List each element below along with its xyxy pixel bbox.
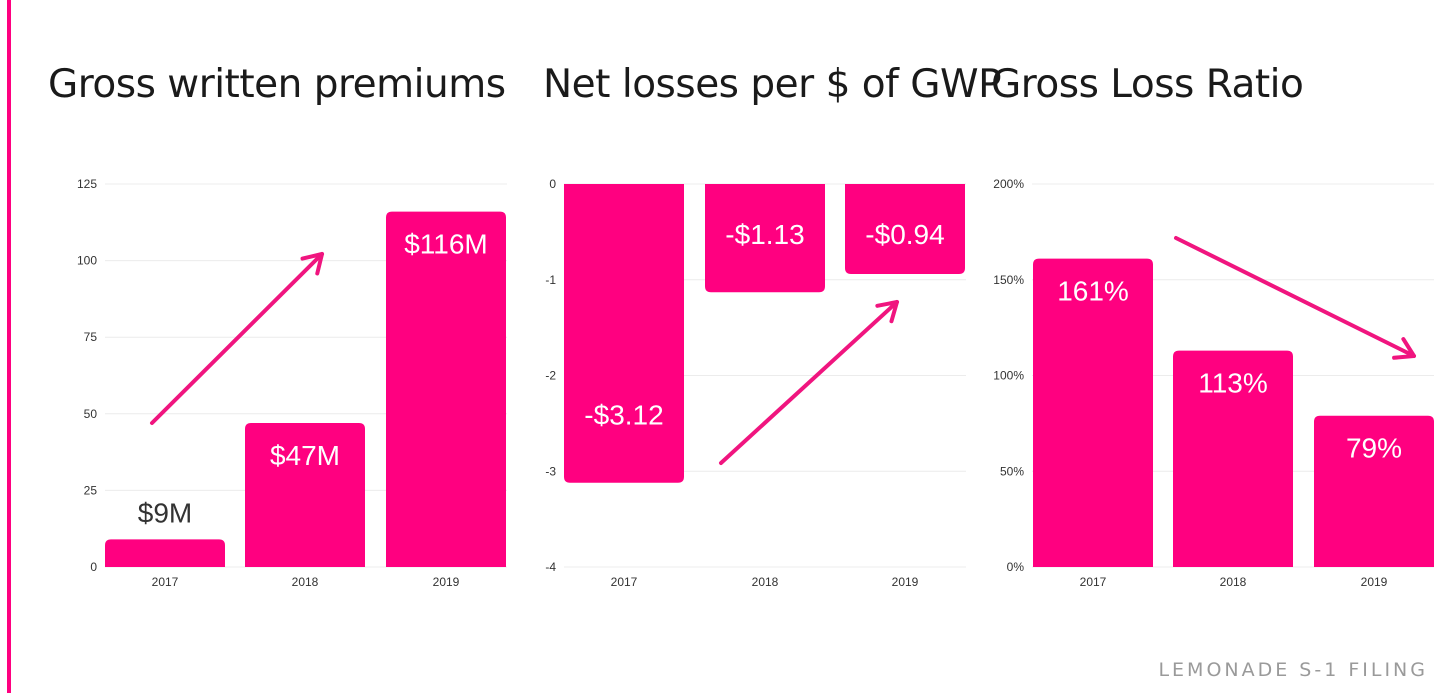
y-tick-label: 125 bbox=[77, 177, 97, 191]
data-label: 113% bbox=[1198, 368, 1268, 399]
footer-source: LEMONADE S-1 FILING bbox=[1158, 659, 1428, 681]
x-tick-label: 2017 bbox=[611, 575, 638, 589]
bar bbox=[105, 539, 225, 567]
y-tick-label: -4 bbox=[545, 560, 556, 574]
data-label: 161% bbox=[1057, 276, 1129, 307]
x-tick-label: 2017 bbox=[1080, 575, 1107, 589]
x-tick-label: 2019 bbox=[433, 575, 460, 589]
x-tick-label: 2018 bbox=[292, 575, 319, 589]
y-tick-label: 150% bbox=[993, 273, 1024, 287]
y-tick-label: 100% bbox=[993, 369, 1024, 383]
y-tick-label: 100 bbox=[77, 254, 97, 268]
bar bbox=[245, 422, 365, 567]
data-label: -$3.12 bbox=[584, 400, 663, 431]
trend-arrow-head bbox=[300, 252, 324, 276]
y-tick-label: 50% bbox=[1000, 464, 1024, 478]
x-tick-label: 2019 bbox=[1361, 575, 1388, 589]
data-label: $47M bbox=[270, 440, 340, 471]
trend-arrow-down bbox=[1174, 236, 1416, 358]
data-label: -$0.94 bbox=[865, 219, 944, 250]
data-label: $9M bbox=[138, 497, 192, 528]
x-tick-label: 2019 bbox=[892, 575, 919, 589]
bar bbox=[564, 184, 684, 483]
x-tick-label: 2018 bbox=[752, 575, 779, 589]
data-label: -$1.13 bbox=[725, 219, 804, 250]
chart-title-net-losses: Net losses per $ of GWP bbox=[543, 62, 1002, 107]
x-tick-label: 2018 bbox=[1220, 575, 1247, 589]
y-tick-label: 0% bbox=[1007, 560, 1025, 574]
bar bbox=[1033, 258, 1153, 567]
y-tick-label: 50 bbox=[84, 407, 98, 421]
bar bbox=[1314, 415, 1434, 567]
x-tick-label: 2017 bbox=[152, 575, 179, 589]
y-tick-label: -1 bbox=[545, 273, 556, 287]
y-tick-label: 25 bbox=[84, 483, 98, 497]
bar bbox=[1173, 350, 1293, 567]
y-tick-label: 75 bbox=[84, 330, 98, 344]
y-tick-label: 200% bbox=[993, 177, 1024, 191]
y-tick-label: -3 bbox=[545, 464, 556, 478]
y-tick-label: -2 bbox=[545, 369, 556, 383]
data-label: 79% bbox=[1346, 433, 1402, 464]
trend-arrow-up bbox=[719, 300, 899, 465]
bar bbox=[705, 184, 825, 293]
left-accent-rule bbox=[7, 0, 11, 693]
data-label: $116M bbox=[404, 229, 488, 260]
bar bbox=[845, 184, 965, 275]
trend-arrow-head bbox=[1392, 337, 1416, 360]
trend-arrow-head bbox=[875, 300, 899, 324]
trend-arrow-up bbox=[150, 252, 324, 425]
bar bbox=[386, 211, 506, 568]
y-tick-label: 0 bbox=[549, 177, 556, 191]
chart-title-gross-loss-ratio: Gross Loss Ratio bbox=[991, 62, 1304, 107]
chart-title-gross-written-premiums: Gross written premiums bbox=[48, 62, 506, 107]
y-tick-label: 0 bbox=[90, 560, 97, 574]
